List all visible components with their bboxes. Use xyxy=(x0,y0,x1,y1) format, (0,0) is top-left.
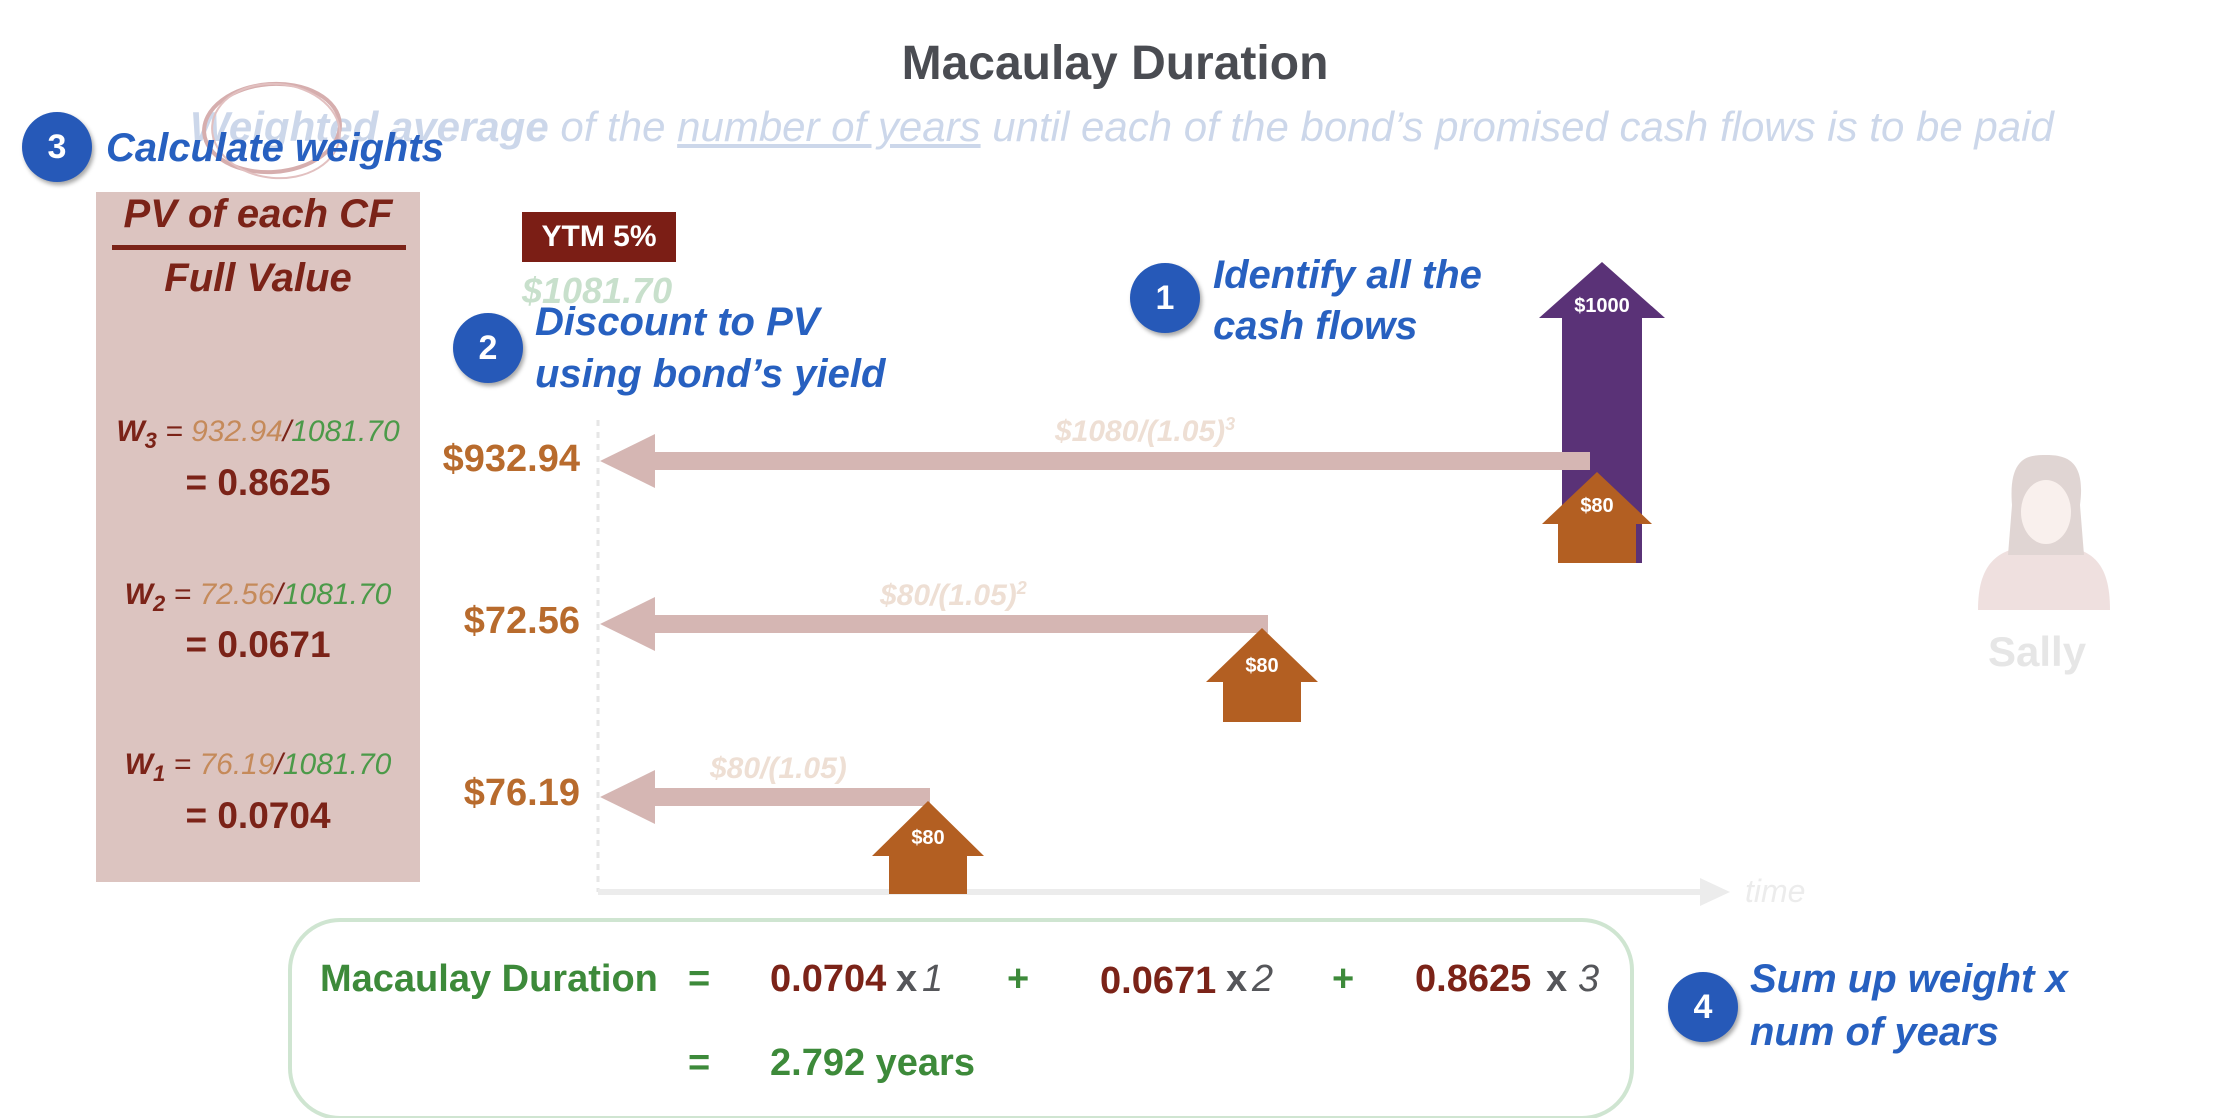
duration-weight-3: 0.8625 xyxy=(1415,958,1532,1000)
duration-equals-2: = xyxy=(688,1042,711,1084)
subtitle-number-of-years: number of years xyxy=(677,103,981,150)
duration-result-box xyxy=(288,918,1634,1118)
step-3-badge: 3 xyxy=(22,112,92,182)
duration-times-3: x xyxy=(1546,958,1568,1000)
duration-weight-1: 0.0704 xyxy=(770,958,887,1000)
step-2-line-1: Discount to PV xyxy=(535,300,820,344)
duration-result: 2.792 years xyxy=(770,1042,975,1084)
weight-formula-fraction-bar xyxy=(112,245,406,250)
person-icon xyxy=(1978,455,2110,610)
weight-2-equation: W2 = 72.56/1081.70 xyxy=(96,578,420,617)
coupon-arrow-1 xyxy=(872,801,984,894)
step-2-badge: 2 xyxy=(453,313,523,383)
full-value-label: $1081.70 xyxy=(522,270,673,311)
weight-2-pv: 72.56 xyxy=(199,578,275,611)
weight-3-symbol: W xyxy=(116,415,145,448)
duration-plus-1: + xyxy=(1007,958,1030,1000)
step-1-line-2: cash flows xyxy=(1213,304,1418,348)
ytm-badge: YTM 5% xyxy=(522,212,676,262)
highlight-circle xyxy=(202,81,342,180)
definition-subtitle: Weighted average of the number of years … xyxy=(190,103,2054,151)
duration-year-3: 3 xyxy=(1578,958,1600,1000)
duration-plus-2: + xyxy=(1332,958,1355,1000)
coupon-arrow-2 xyxy=(1206,628,1318,722)
duration-times-2: x xyxy=(1226,958,1248,1000)
principal-label: $1000 xyxy=(1574,295,1630,317)
coupon-1-label: $80 xyxy=(911,827,945,849)
principal-arrow xyxy=(1539,262,1665,563)
present-value-2: $72.56 xyxy=(463,600,580,642)
subtitle-text-2: until each of the bond’s promised cash f… xyxy=(980,103,2054,150)
weight-3-pv: 932.94 xyxy=(191,415,283,448)
step-4-line-1: Sum up weight x xyxy=(1750,957,2068,1001)
present-value-3: $932.94 xyxy=(442,438,580,480)
discount-arrow-2 xyxy=(600,597,1268,651)
step-2-line-2: using bond’s yield xyxy=(535,352,886,396)
weight-1-value: = 0.0704 xyxy=(185,795,331,836)
coupon-arrow-3 xyxy=(1542,472,1652,563)
step-1-badge: 1 xyxy=(1130,263,1200,333)
weight-3-value: = 0.8625 xyxy=(185,462,331,503)
discount-formula-2: $80/(1.05)2 xyxy=(880,578,1027,613)
time-axis-arrowhead xyxy=(1700,878,1730,906)
weight-1-full-value: 1081.70 xyxy=(282,748,392,781)
discount-formula-1: $80/(1.05) xyxy=(710,752,847,786)
weight-formula-denominator: Full Value xyxy=(164,256,352,300)
weight-1-equals: = xyxy=(165,748,200,781)
discount-formula-3: $1080/(1.05)3 xyxy=(1055,414,1235,449)
weight-formula-numerator: PV of each CF xyxy=(123,192,393,236)
weight-1-symbol: W xyxy=(124,748,153,781)
subtitle-weighted-average: Weighted average xyxy=(190,103,549,150)
present-value-1: $76.19 xyxy=(463,772,580,814)
weight-3-slash: / xyxy=(282,415,292,448)
weight-2-symbol: W xyxy=(124,578,153,611)
weight-2-full-value: 1081.70 xyxy=(282,578,392,611)
formula-3-exponent: 3 xyxy=(1225,414,1236,434)
coupon-3-label: $80 xyxy=(1580,495,1614,517)
weight-2-slash: / xyxy=(274,578,283,611)
weight-3-subscript: 3 xyxy=(144,428,157,453)
weights-panel xyxy=(96,192,420,882)
duration-year-2: 2 xyxy=(1252,958,1274,1000)
weight-1-slash: / xyxy=(274,748,283,781)
step-4-badge: 4 xyxy=(1668,972,1738,1042)
weight-1-equation: W1 = 76.19/1081.70 xyxy=(96,748,420,787)
weight-3-equals: = xyxy=(156,415,192,448)
formula-1-base: $80/(1.05) xyxy=(710,752,847,785)
formula-2-exponent: 2 xyxy=(1016,578,1027,598)
person-name: Sally xyxy=(1988,628,2087,675)
formula-3-base: $1080/(1.05) xyxy=(1055,415,1226,448)
time-axis-label: time xyxy=(1745,873,1806,909)
weight-1-subscript: 1 xyxy=(153,761,166,786)
weight-3-full-value: 1081.70 xyxy=(291,415,400,448)
step-1-line-1: Identify all the xyxy=(1213,253,1482,297)
weight-3-equation: W3 = 932.94/1081.70 xyxy=(96,415,420,454)
duration-weight-2: 0.0671 xyxy=(1100,960,1217,1002)
duration-year-1: 1 xyxy=(922,958,944,1000)
formula-2-base: $80/(1.05) xyxy=(880,579,1017,612)
weight-2-value: = 0.0671 xyxy=(185,624,331,665)
duration-times-1: x xyxy=(896,958,918,1000)
discount-arrow-1 xyxy=(600,770,930,824)
weight-2-subscript: 2 xyxy=(153,591,166,616)
step-3-label: Calculate weights xyxy=(106,126,444,170)
duration-equals-1: = xyxy=(688,958,711,1000)
weight-1-pv: 76.19 xyxy=(199,748,275,781)
step-4-line-2: num of years xyxy=(1750,1010,1999,1054)
subtitle-text-1: of the xyxy=(548,103,678,150)
duration-label: Macaulay Duration xyxy=(320,958,658,1000)
coupon-2-label: $80 xyxy=(1245,655,1279,677)
weight-2-equals: = xyxy=(165,578,200,611)
slide-title: Macaulay Duration xyxy=(901,37,1329,90)
discount-arrow-3 xyxy=(600,434,1590,488)
